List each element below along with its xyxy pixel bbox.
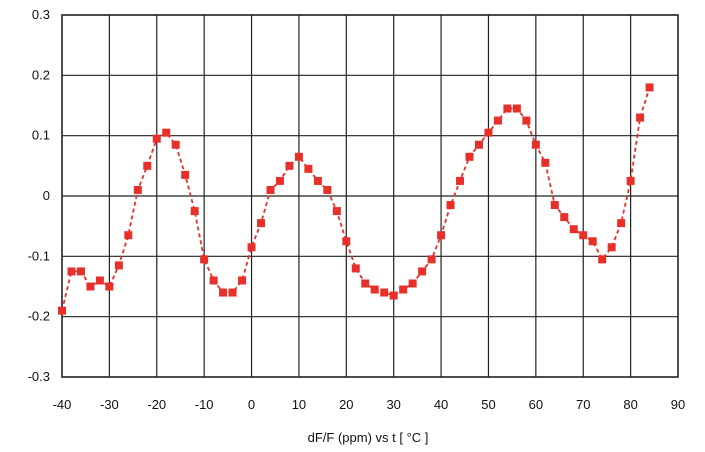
data-point (456, 176, 465, 185)
data-point (626, 176, 635, 185)
x-tick-label: 20 (339, 397, 353, 412)
data-point (645, 83, 654, 92)
data-point (437, 231, 446, 240)
data-point (181, 170, 190, 179)
data-point (152, 134, 161, 143)
data-point (550, 201, 559, 210)
data-point (351, 264, 360, 273)
x-tick-label: 60 (529, 397, 543, 412)
x-tick-label: 40 (434, 397, 448, 412)
data-point (304, 164, 313, 173)
data-point (380, 288, 389, 297)
data-point (133, 185, 142, 194)
data-point (588, 237, 597, 246)
data-point (171, 140, 180, 149)
x-tick-label: -10 (195, 397, 214, 412)
data-point (95, 276, 104, 285)
data-point (266, 185, 275, 194)
data-point (124, 231, 133, 240)
data-point (58, 306, 66, 315)
data-point (484, 128, 493, 137)
data-point (541, 158, 550, 167)
x-tick-label: -20 (147, 397, 166, 412)
data-point (143, 161, 152, 170)
data-point (294, 152, 303, 161)
data-point (617, 219, 626, 228)
y-tick-label: 0 (43, 188, 50, 203)
data-point (257, 219, 266, 228)
x-tick-label: -40 (53, 397, 72, 412)
y-axis-tick-labels: -0.3 -0.2 -0.1 0 0.1 0.2 0.3 (28, 7, 50, 384)
x-axis-title: dF/F (ppm) vs t [ °C ] (308, 430, 429, 445)
x-tick-label: 70 (576, 397, 590, 412)
y-tick-label: -0.3 (28, 369, 50, 384)
plot-frame (61, 14, 679, 378)
x-tick-label: 30 (386, 397, 400, 412)
data-point (86, 282, 95, 291)
data-point (579, 231, 588, 240)
x-axis-tick-labels: -40 -30 -20 -10 0 10 20 30 40 50 60 70 80 90 (53, 397, 686, 412)
data-point (389, 291, 398, 300)
y-tick-label: -0.1 (28, 248, 50, 263)
data-point (427, 255, 436, 264)
data-point (512, 104, 521, 113)
data-point (219, 288, 228, 297)
series-line (61, 87, 651, 311)
data-point (200, 255, 209, 264)
data-point (275, 176, 284, 185)
data-point (636, 113, 645, 122)
x-tick-label: 80 (623, 397, 637, 412)
data-point (342, 237, 351, 246)
y-tick-label: 0.1 (32, 128, 50, 143)
data-point (569, 225, 578, 234)
data-point (408, 279, 417, 288)
data-point (493, 116, 502, 125)
data-point (531, 140, 540, 149)
y-tick-label: -0.2 (28, 309, 50, 324)
data-point (446, 201, 455, 210)
y-tick-label: 0.2 (32, 67, 50, 82)
data-point (190, 207, 199, 216)
data-point (114, 261, 123, 270)
x-tick-label: 0 (248, 397, 255, 412)
data-point (418, 267, 427, 276)
x-tick-label: 50 (481, 397, 495, 412)
data-point (361, 279, 370, 288)
data-point (332, 207, 341, 216)
data-point (67, 267, 76, 276)
data-point (474, 140, 483, 149)
data-point (370, 285, 379, 294)
data-series (58, 83, 654, 315)
data-point (503, 104, 512, 113)
x-tick-label: 10 (292, 397, 306, 412)
data-point (247, 243, 256, 252)
data-point (598, 255, 607, 264)
x-tick-label: -30 (100, 397, 119, 412)
data-point (323, 185, 332, 194)
data-point (560, 213, 569, 222)
data-point (238, 276, 247, 285)
data-point (209, 276, 218, 285)
x-tick-label: 90 (671, 397, 685, 412)
data-point (607, 243, 616, 252)
data-point (285, 161, 294, 170)
data-point (522, 116, 531, 125)
data-point (105, 282, 114, 291)
y-tick-label: 0.3 (32, 7, 50, 22)
data-point (465, 152, 474, 161)
data-point (228, 288, 237, 297)
data-point (76, 267, 85, 276)
data-point (313, 176, 322, 185)
data-point (399, 285, 408, 294)
data-point (162, 128, 171, 137)
